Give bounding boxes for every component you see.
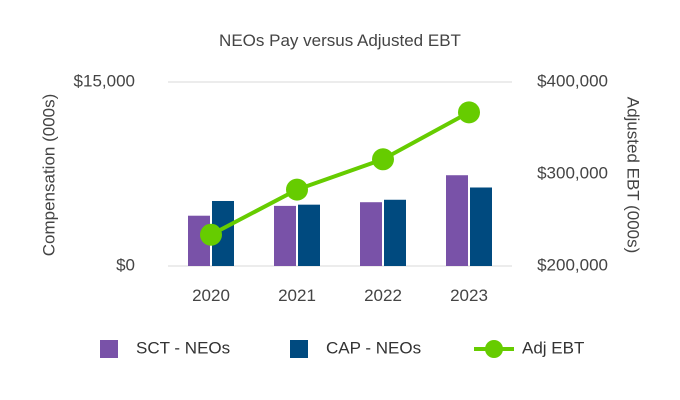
left-tick-label: $0 bbox=[116, 255, 135, 274]
legend-marker-adj-ebt bbox=[485, 340, 503, 358]
bar-cap-neos-2022 bbox=[384, 199, 406, 266]
right-axis-title: Adjusted EBT (000s) bbox=[624, 97, 643, 254]
right-tick-label: $200,000 bbox=[537, 255, 608, 274]
bar-sct-neos-2023 bbox=[446, 175, 468, 266]
bar-sct-neos-2021 bbox=[274, 205, 296, 266]
adj-ebt-line bbox=[209, 110, 471, 237]
legend-swatch-cap-neos bbox=[290, 340, 308, 358]
x-tick-label: 2021 bbox=[278, 286, 316, 305]
bar-cap-neos-2021 bbox=[298, 204, 320, 266]
right-axis-ticks: $200,000 $300,000 $400,000 bbox=[537, 71, 608, 274]
adj-ebt-point-2021 bbox=[286, 178, 308, 201]
legend-label-cap-neos: CAP - NEOs bbox=[326, 338, 421, 357]
right-tick-label: $300,000 bbox=[537, 163, 608, 182]
x-tick-label: 2023 bbox=[450, 286, 488, 305]
bar-cap-neos-2023 bbox=[470, 187, 492, 266]
adj-ebt-point-2023 bbox=[458, 101, 480, 124]
left-axis-title: Compensation (000s) bbox=[39, 94, 58, 257]
x-axis-ticks: 2020 2021 2022 2023 bbox=[192, 286, 488, 305]
adj-ebt-point-2020 bbox=[200, 223, 222, 246]
legend-label-adj-ebt: Adj EBT bbox=[522, 338, 584, 357]
legend-label-sct-neos: SCT - NEOs bbox=[136, 338, 230, 357]
left-axis-ticks: $0 $15,000 bbox=[74, 71, 135, 274]
legend: SCT - NEOs CAP - NEOs Adj EBT bbox=[100, 338, 584, 358]
line-series bbox=[200, 101, 480, 246]
legend-swatch-sct-neos bbox=[100, 340, 118, 358]
adj-ebt-point-2022 bbox=[372, 148, 394, 171]
x-tick-label: 2020 bbox=[192, 286, 230, 305]
chart-title: NEOs Pay versus Adjusted EBT bbox=[219, 31, 461, 50]
bar-series bbox=[188, 175, 492, 266]
left-tick-label: $15,000 bbox=[74, 71, 135, 90]
bar-sct-neos-2022 bbox=[360, 202, 382, 266]
right-tick-label: $400,000 bbox=[537, 71, 608, 90]
x-tick-label: 2022 bbox=[364, 286, 402, 305]
bar-cap-neos-2020 bbox=[212, 200, 234, 266]
